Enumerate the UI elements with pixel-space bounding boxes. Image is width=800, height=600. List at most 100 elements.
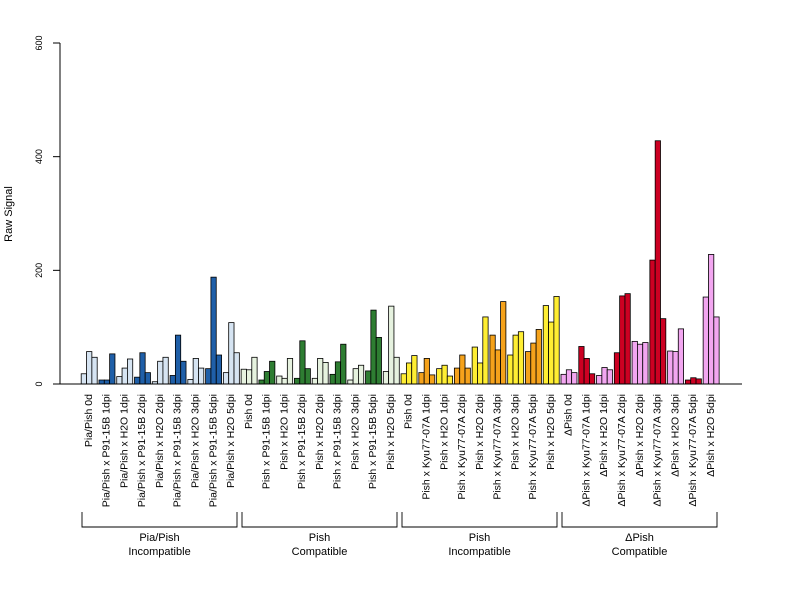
- bar: [352, 368, 359, 385]
- bar: [631, 340, 638, 385]
- bar: [276, 375, 283, 385]
- bar: [109, 353, 116, 385]
- group-label-line1: Pish: [309, 532, 330, 544]
- bar: [517, 331, 525, 385]
- x-tick-label: ΔPish x H2O 1dpi: [598, 394, 610, 477]
- bar: [169, 375, 176, 385]
- bar: [535, 329, 542, 385]
- bar: [98, 379, 105, 385]
- bar: [583, 358, 590, 385]
- bar: [180, 360, 187, 385]
- x-tick-label: Pish x P91-15B 1dpi: [261, 394, 273, 489]
- bar: [601, 367, 608, 385]
- bar: [192, 358, 199, 385]
- x-tick-label: Pish 0d: [403, 394, 415, 429]
- bar: [375, 336, 382, 385]
- bar: [91, 356, 98, 385]
- bar: [660, 318, 667, 385]
- x-tick-label: Pish x P91-15B 3dpi: [332, 394, 344, 489]
- bar: [215, 354, 222, 385]
- bar: [205, 368, 212, 385]
- bar: [471, 346, 478, 385]
- x-tick-label: Pish x Kyu77-07A 2dpi: [456, 394, 468, 500]
- bar: [116, 376, 123, 385]
- bar: [494, 349, 501, 385]
- bar: [246, 369, 253, 385]
- bar: [304, 368, 311, 385]
- bar: [299, 340, 306, 385]
- group-bracket: [401, 512, 558, 528]
- bar: [174, 334, 182, 385]
- bar: [708, 254, 715, 385]
- y-tick-label: 600: [34, 35, 44, 50]
- bar: [642, 342, 649, 385]
- bar: [571, 372, 578, 385]
- bar: [411, 355, 418, 385]
- y-axis: 0 200 400 600: [34, 35, 61, 387]
- bar: [103, 379, 111, 385]
- bar: [667, 350, 674, 385]
- x-tick-label: Pia/Pish x H2O 3dpi: [190, 394, 202, 488]
- bar: [459, 354, 466, 385]
- bar: [233, 352, 240, 385]
- bar: [695, 378, 702, 385]
- bar: [222, 372, 230, 385]
- bar: [322, 362, 329, 385]
- bar: [578, 346, 585, 385]
- bar: [340, 343, 347, 385]
- x-tick-label: ΔPish x Kyu77-07A 3dpi: [652, 394, 664, 507]
- x-tick-label: ΔPish x H2O 3dpi: [669, 394, 681, 477]
- x-tick-label: ΔPish x H2O 5dpi: [705, 394, 717, 477]
- x-tick-label: ΔPish x Kyu77-07A 5dpi: [687, 394, 699, 507]
- x-tick-label: Pish x P91-15B 5dpi: [367, 394, 379, 489]
- bar: [713, 316, 720, 385]
- y-axis-label: Raw Signal: [3, 186, 15, 242]
- bar: [286, 358, 294, 385]
- bar: [281, 377, 288, 385]
- bar: [464, 367, 471, 385]
- bar: [525, 351, 532, 385]
- x-tick-label: Pish x H2O 5dpi: [385, 394, 397, 470]
- bar: [210, 276, 217, 385]
- bar: [702, 296, 709, 385]
- x-tick-label: Pish x H2O 5dpi: [545, 394, 557, 470]
- bar: [393, 356, 400, 385]
- bar: [121, 367, 128, 385]
- bar: [613, 352, 621, 385]
- x-tick-labels: Pia/Pish 0d Pia/Pish x P91-15B 1dpi Pia/Pi…: [83, 394, 717, 507]
- x-tick-label: ΔPish x Kyu77-07A 1dpi: [580, 394, 592, 507]
- x-tick-label: Pia/Pish x H2O 5dpi: [225, 394, 237, 488]
- bar: [228, 322, 235, 385]
- x-tick-label: Pish x Kyu77-07A 3dpi: [492, 394, 504, 500]
- x-tick-label: Pia/Pish x H2O 1dpi: [118, 394, 130, 488]
- x-tick-label: ΔPish x Kyu77-07A 2dpi: [616, 394, 628, 507]
- bar-series: [80, 140, 720, 385]
- x-tick-label: Pia/Pish 0d: [83, 394, 95, 447]
- bar: [677, 328, 685, 385]
- x-tick-label: Pish x P91-15B 2dpi: [296, 394, 308, 489]
- bar: [589, 373, 596, 385]
- bar: [507, 354, 514, 385]
- x-tick-label: Pish x Kyu77-07A 1dpi: [421, 394, 433, 500]
- group-label-line2: Incompatible: [448, 546, 510, 558]
- x-tick-label: Pish x H2O 2dpi: [314, 394, 326, 470]
- bar: [388, 305, 395, 385]
- bar: [311, 377, 318, 385]
- group-label-line2: Incompatible: [128, 546, 190, 558]
- bar: [86, 351, 93, 385]
- bar: [596, 375, 603, 385]
- group-bracket: [561, 512, 718, 528]
- y-tick-label: 0: [34, 381, 44, 386]
- bar: [80, 373, 87, 385]
- bar: [144, 372, 151, 385]
- group-label-line1: ΔPish: [625, 532, 654, 544]
- group-label-line1: Pia/Pish: [139, 532, 179, 544]
- bar: [423, 358, 430, 385]
- bar: [637, 343, 644, 385]
- bar: [294, 377, 301, 385]
- group-bracket: [241, 512, 398, 528]
- bar: [624, 293, 631, 385]
- bar: [482, 316, 489, 385]
- bar: [269, 360, 276, 385]
